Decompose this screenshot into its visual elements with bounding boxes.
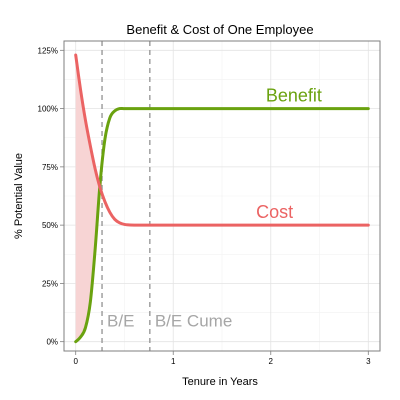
chart-title: Benefit & Cost of One Employee [126,22,313,37]
y-tick-label: 50% [42,221,58,230]
y-axis-title: % Potential Value [13,153,25,239]
series-layer [74,53,370,344]
y-tick-label: 0% [46,338,58,347]
y-axis: 0% 25% 50% 75% 100% 125% [38,46,64,347]
vline-label-layer: B/E B/E Cume [107,312,232,331]
x-tick-label: 3 [366,357,371,366]
series-annotation: Cost [256,202,293,222]
vline-label: B/E [107,312,134,331]
y-tick-label: 25% [42,279,58,288]
x-tick-label: 0 [73,357,78,366]
x-axis: 0 1 2 3 [73,351,371,366]
grid-minor [64,41,380,351]
annotation-layer: Benefit Cost [256,86,322,223]
plot-border [63,40,381,352]
x-tick-label: 2 [269,357,274,366]
vline-label: B/E Cume [155,312,232,331]
x-tick-label: 1 [171,357,176,366]
series-line-cost [74,53,370,227]
shaded-region [75,54,103,342]
x-axis-title: Tenure in Years [182,376,258,388]
series-annotation: Benefit [266,86,322,106]
y-tick-label: 75% [42,163,58,172]
shaded-region-layer [75,54,103,342]
plot-area: B/E B/E Cume Benefit Cost [63,40,381,352]
y-tick-label: 125% [38,46,58,55]
y-tick-label: 100% [38,105,58,114]
series-line-benefit [74,106,370,344]
